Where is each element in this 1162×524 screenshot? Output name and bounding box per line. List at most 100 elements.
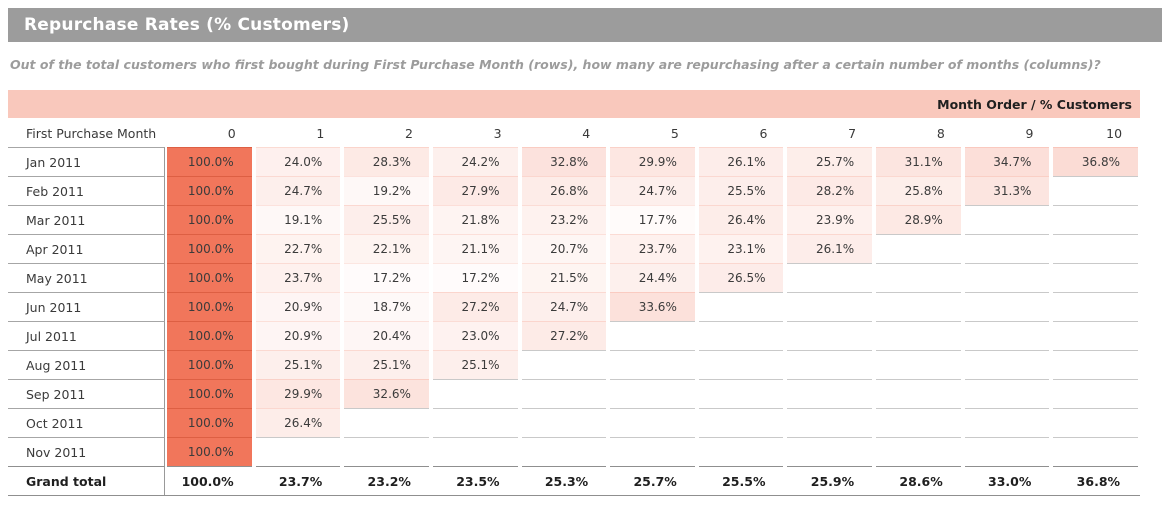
cohort-cell: 32.6% [344,379,429,408]
column-header: 6 [759,125,768,141]
cohort-cell: 26.4% [698,205,784,234]
cohort-cell [787,263,873,292]
cohort-cell: 24.7% [255,176,341,205]
table-row: Jan 2011 100.0% 24.0% 28.3% 24.2% 32.8% 29.9% 2… [8,147,1140,176]
cohort-cell [432,408,518,437]
cohort-cell [521,379,607,408]
cohort-cell: 32.8% [521,147,607,176]
cohort-cell: 23.2% [521,205,607,234]
cohort-cell: 21.8% [432,205,518,234]
cohort-cell [964,408,1050,437]
cohort-cell: 27.2% [432,292,518,321]
cohort-cell [876,379,961,408]
cohort-cell: 25.5% [698,466,784,495]
cohort-cell [698,350,784,379]
cohort-cell: 100.0% [167,466,252,495]
cohort-cell [964,234,1050,263]
cohort-cell [1053,350,1139,379]
cohort-cell [1053,321,1139,350]
cohort-cell: 25.3% [521,466,607,495]
cohort-cell [698,437,784,466]
cohort-cell: 31.1% [876,147,961,176]
cohort-cell [1053,234,1139,263]
row-header-label: First Purchase Month [26,125,157,141]
cohort-cell [964,321,1050,350]
cohort-cell: 23.1% [698,234,784,263]
cohort-cell [876,437,961,466]
cohort-cell: 100.0% [167,263,252,292]
cohort-cell: 100.0% [167,234,252,263]
column-header: 2 [404,125,413,141]
column-header: 4 [582,125,591,141]
cohort-cell [521,350,607,379]
cohort-cell: 29.9% [610,147,695,176]
cohort-cell: 17.7% [610,205,695,234]
table-row: Aug 2011 100.0% 25.1% 25.1% 25.1% [8,350,1140,379]
cohort-cell: 22.1% [344,234,429,263]
cohort-cell: 24.2% [432,147,518,176]
cohort-cell: 25.5% [344,205,429,234]
cohort-cell: 33.6% [610,292,695,321]
cohort-cell: 25.5% [698,176,784,205]
cohort-cell: 25.7% [787,147,873,176]
cohort-cell: 25.1% [255,350,341,379]
column-header: 1 [316,125,325,141]
row-label: Mar 2011 [8,205,165,234]
cohort-cell [787,321,873,350]
cohort-cell: 34.7% [964,147,1050,176]
row-label: Sep 2011 [8,379,165,408]
cohort-cell [876,350,961,379]
row-label: Jul 2011 [8,321,165,350]
cohort-cell [344,408,429,437]
column-header: 0 [227,125,236,141]
column-header: 10 [1106,125,1123,141]
row-label: Apr 2011 [8,234,165,263]
cohort-cell: 28.2% [787,176,873,205]
cohort-cell: 36.8% [1053,466,1139,495]
cohort-cell [698,379,784,408]
cohort-cell [610,379,695,408]
cohort-cell: 25.1% [344,350,429,379]
cohort-cell: 100.0% [167,292,252,321]
cohort-cell [698,321,784,350]
cohort-cell: 36.8% [1053,147,1139,176]
table-top-band: Month Order / % Customers [8,90,1140,118]
page-title: Repurchase Rates (% Customers) [24,15,350,35]
cohort-cell: 20.4% [344,321,429,350]
column-header-row: First Purchase Month 0 1 2 3 4 5 6 7 8 9 10 [8,118,1140,147]
cohort-cell: 100.0% [167,176,252,205]
column-header: 3 [493,125,502,141]
row-label: Jan 2011 [8,147,165,176]
column-header: 5 [670,125,679,141]
cohort-cell [344,437,429,466]
cohort-cell: 17.2% [432,263,518,292]
cohort-cell [432,379,518,408]
table-row: Apr 2011 100.0% 22.7% 22.1% 21.1% 20.7% 23.7% 2… [8,234,1140,263]
table-row: May 2011 100.0% 23.7% 17.2% 17.2% 21.5% 24.4% 2… [8,263,1140,292]
table-row: Sep 2011 100.0% 29.9% 32.6% [8,379,1140,408]
cohort-cell: 100.0% [167,321,252,350]
cohort-cell [698,408,784,437]
cohort-cell: 26.4% [255,408,341,437]
cohort-cell [521,437,607,466]
row-label: Oct 2011 [8,408,165,437]
cohort-cell [964,292,1050,321]
cohort-cell: 29.9% [255,379,341,408]
cohort-cell [610,321,695,350]
cohort-cell: 23.9% [787,205,873,234]
cohort-cell: 27.2% [521,321,607,350]
row-label: Grand total [8,466,165,495]
table-row: Jul 2011 100.0% 20.9% 20.4% 23.0% 27.2% [8,321,1140,350]
cohort-cell: 100.0% [167,437,252,466]
cohort-cell [1053,263,1139,292]
cohort-cell: 28.9% [876,205,961,234]
table-body: Jan 2011 100.0% 24.0% 28.3% 24.2% 32.8% 29.9% 2… [8,147,1140,495]
cohort-cell: 24.7% [521,292,607,321]
cohort-cell [876,234,961,263]
cohort-cell: 24.4% [610,263,695,292]
cohort-cell: 25.8% [876,176,961,205]
cohort-cell [876,292,961,321]
cohort-cell: 24.0% [255,147,341,176]
grand-total-row: Grand total 100.0% 23.7% 23.2% 23.5% 25.3% 25.… [8,466,1140,495]
cohort-cell: 20.9% [255,321,341,350]
